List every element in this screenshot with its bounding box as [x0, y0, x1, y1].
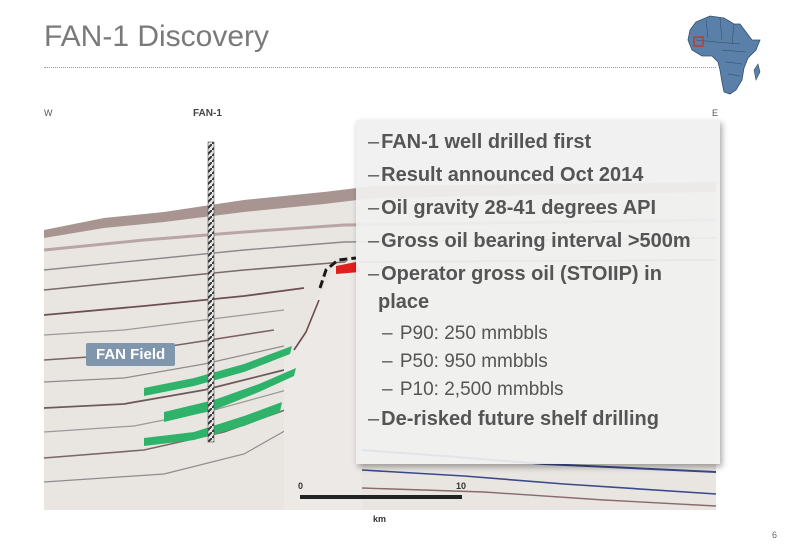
well-label: FAN-1 [193, 108, 222, 119]
bullet-item: – FAN-1 well drilled first [368, 131, 592, 153]
scale-start-label: 0 [298, 481, 304, 491]
scale-bar [300, 495, 462, 499]
bullet-item: – Operator gross oil (STOIIP) in place [368, 263, 662, 313]
bullet-item: – Oil gravity 28-41 degrees API [368, 197, 657, 219]
sub-bullet-item: – P10: 2,500 mmbbls [382, 379, 564, 400]
sub-bullet-item: – P50: 950 mmbbls [382, 351, 548, 372]
africa-map-icon [687, 15, 761, 95]
scale-end-label: 10 [456, 481, 467, 491]
bullet-item: – De-risked future shelf drilling [368, 408, 659, 430]
east-label: E [712, 108, 719, 118]
slide-title: FAN-1 Discovery [44, 20, 270, 53]
west-label: W [44, 108, 53, 118]
bullet-panel: – FAN-1 well drilled first – Result announ… [356, 120, 720, 464]
bullet-item: – Result announced Oct 2014 [368, 164, 644, 186]
bullet-list: – FAN-1 well drilled first – Result announ… [356, 120, 720, 433]
fan-field-label: FAN Field [86, 343, 176, 366]
page-number: 6 [772, 530, 778, 540]
bullet-item: – Gross oil bearing interval >500m [368, 230, 691, 252]
title-divider [44, 67, 716, 68]
scale-unit-label: km [373, 514, 387, 524]
sub-bullet-item: – P90: 250 mmbbls [382, 323, 548, 344]
location-marker-icon [693, 36, 704, 47]
well-bore [207, 141, 215, 443]
